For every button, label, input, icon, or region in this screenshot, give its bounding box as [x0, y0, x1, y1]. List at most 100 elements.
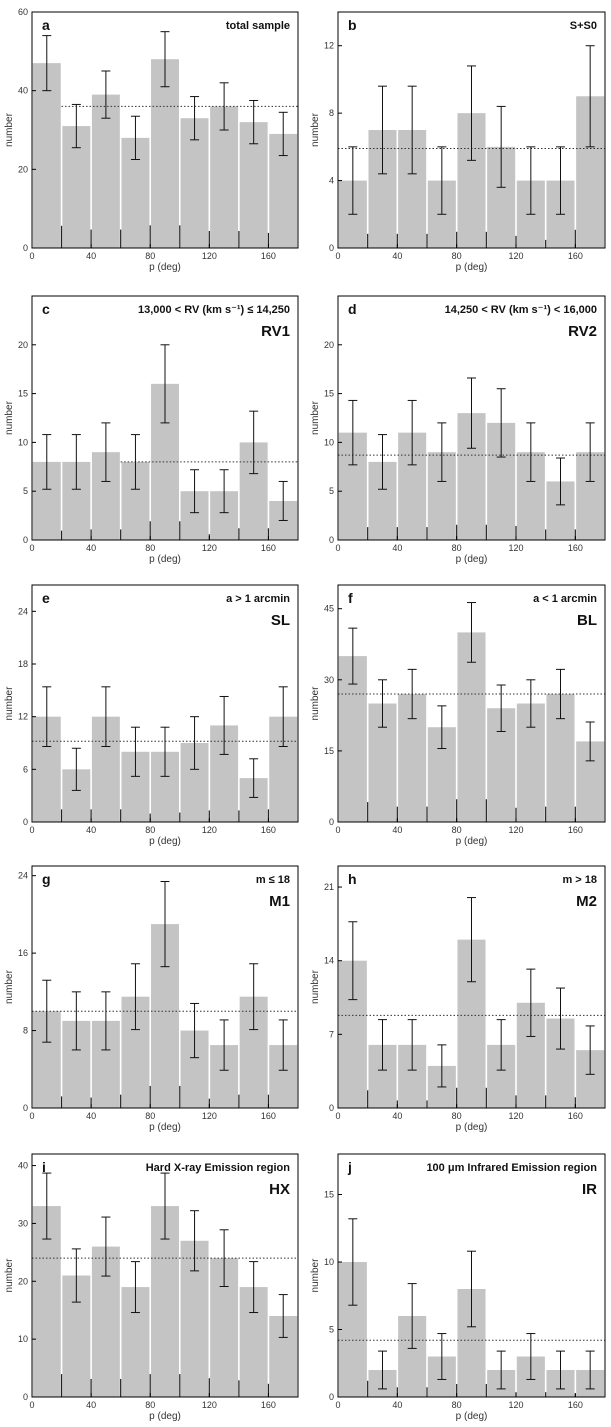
y-axis-label: number — [310, 1258, 321, 1293]
x-tick-label: 40 — [86, 251, 96, 261]
y-tick-label: 24 — [18, 871, 28, 881]
error-bar — [348, 146, 358, 215]
panel-title: Hard X-ray Emission region — [146, 1162, 291, 1174]
x-tick-label: 160 — [261, 1111, 276, 1121]
y-tick-label: 21 — [324, 882, 334, 892]
error-bar — [219, 695, 229, 755]
x-tick-label: 160 — [261, 1400, 276, 1410]
error-bar — [101, 686, 111, 748]
x-tick-label: 120 — [508, 543, 523, 553]
error-bar — [101, 1216, 111, 1277]
panel-letter: e — [42, 590, 50, 606]
error-bar — [278, 111, 288, 157]
panel-title: 100 μm Infrared Emission region — [426, 1162, 597, 1174]
y-tick-label: 0 — [23, 535, 28, 545]
error-bar — [556, 457, 565, 506]
x-tick-label: 40 — [392, 251, 402, 261]
error-bar — [496, 684, 506, 732]
error-bar — [278, 480, 288, 521]
error-bar — [467, 602, 476, 663]
y-tick-label: 20 — [18, 340, 28, 350]
y-tick-label: 10 — [18, 437, 28, 447]
error-bar — [130, 1261, 140, 1314]
error-bar — [160, 344, 170, 424]
error-bar — [190, 1210, 200, 1272]
y-tick-label: 8 — [23, 1026, 28, 1036]
y-tick-label: 7 — [329, 1029, 334, 1039]
x-tick-label: 80 — [452, 251, 462, 261]
x-axis-label: p (deg) — [456, 1122, 488, 1133]
y-axis-label: number — [310, 112, 321, 147]
y-tick-label: 0 — [329, 1103, 334, 1113]
error-bar — [101, 70, 111, 119]
error-bar — [348, 1218, 358, 1306]
error-bar — [160, 31, 170, 88]
y-tick-label: 6 — [23, 764, 28, 774]
y-tick-label: 10 — [324, 437, 334, 447]
x-tick-label: 40 — [392, 543, 402, 553]
error-bar — [378, 434, 387, 490]
panel-letter: b — [348, 17, 357, 33]
x-tick-label: 0 — [29, 1400, 34, 1410]
y-tick-label: 15 — [324, 746, 334, 756]
error-bar — [71, 1248, 81, 1303]
error-bar — [585, 1350, 595, 1390]
error-bar — [585, 422, 595, 482]
error-bar — [526, 422, 536, 482]
panel-letter: i — [42, 1159, 46, 1175]
error-bar — [101, 991, 111, 1051]
y-axis-label: number — [310, 969, 321, 1004]
error-bar — [71, 747, 81, 791]
error-bar — [556, 668, 565, 720]
x-tick-label: 80 — [145, 1400, 155, 1410]
y-tick-label: 15 — [324, 1190, 334, 1200]
error-bar — [407, 1283, 417, 1349]
y-tick-label: 8 — [329, 108, 334, 118]
y-tick-label: 45 — [324, 604, 334, 614]
plot-frame — [337, 295, 606, 541]
error-bar — [556, 146, 565, 215]
panel-letter: f — [348, 590, 353, 606]
y-tick-label: 10 — [324, 1257, 334, 1267]
error-bar — [467, 897, 476, 983]
y-axis-label: number — [4, 400, 15, 435]
y-tick-label: 20 — [18, 164, 28, 174]
error-bar — [585, 45, 595, 148]
y-tick-label: 60 — [18, 7, 28, 17]
error-bar — [130, 115, 140, 160]
y-tick-label: 5 — [23, 486, 28, 496]
x-tick-label: 120 — [508, 825, 523, 835]
x-tick-label: 40 — [86, 1400, 96, 1410]
x-tick-label: 160 — [568, 1400, 583, 1410]
error-bar — [437, 705, 447, 750]
y-tick-label: 18 — [18, 659, 28, 669]
error-bar — [556, 987, 565, 1050]
x-tick-label: 160 — [568, 543, 583, 553]
x-tick-label: 80 — [452, 543, 462, 553]
error-bar — [378, 85, 387, 175]
error-bar — [278, 1019, 288, 1071]
error-bar — [378, 1350, 387, 1390]
x-tick-label: 80 — [145, 1111, 155, 1121]
y-tick-label: 20 — [18, 1276, 28, 1286]
x-tick-label: 80 — [452, 1400, 462, 1410]
plot-frame — [31, 11, 299, 249]
error-bar — [130, 434, 140, 490]
error-bar — [42, 686, 52, 748]
panel-subtitle: RV2 — [568, 323, 597, 340]
panel-subtitle: M1 — [269, 893, 290, 910]
error-bar — [42, 35, 52, 92]
bar — [151, 59, 179, 249]
y-axis-label: number — [4, 1258, 15, 1293]
x-tick-label: 0 — [29, 543, 34, 553]
panel-c: 0 40 80 120 160 0 5 10 15 20 p (deg) number c 13,000 … — [4, 295, 299, 565]
error-bar — [407, 85, 417, 175]
x-tick-label: 120 — [202, 543, 217, 553]
panel-a: 0 40 80 120 160 0 20 40 60 p (deg) number a total sa… — [4, 7, 299, 273]
plot-frame — [337, 865, 606, 1109]
error-bar — [437, 1044, 447, 1088]
x-tick-label: 120 — [508, 1400, 523, 1410]
error-bar — [526, 1333, 536, 1380]
